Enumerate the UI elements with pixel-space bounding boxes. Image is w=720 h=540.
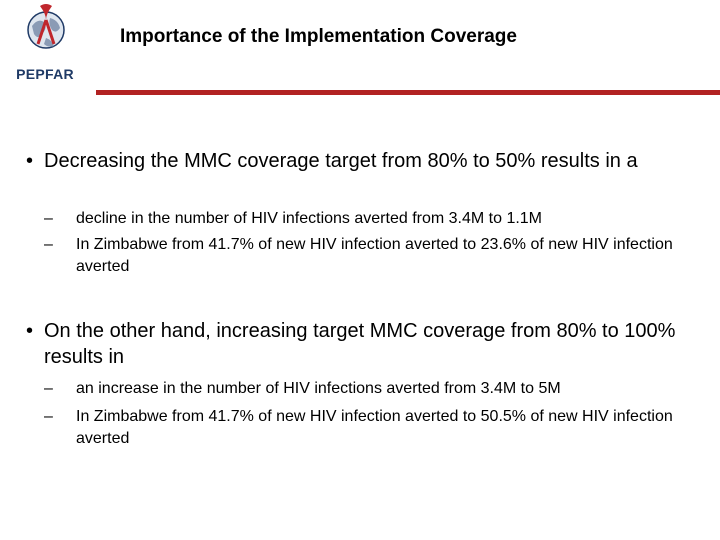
sub-bullet-symbol: –: [44, 408, 53, 425]
bullet-text: On the other hand, increasing target MMC…: [44, 320, 676, 368]
globe-ribbon-icon: [27, 4, 65, 49]
slide-header: PEPFAR Importance of the Implementation …: [0, 0, 720, 100]
bullet-symbol: •: [26, 320, 34, 342]
sub-bullet-text: decline in the number of HIV infections …: [76, 210, 543, 227]
bullet-text: Decreasing the MMC coverage target from …: [44, 150, 638, 172]
sub-bullet-text: an increase in the number of HIV infecti…: [76, 380, 561, 397]
bullet-symbol: •: [26, 150, 34, 172]
sub-bullet-symbol: –: [44, 380, 53, 397]
pepfar-logo: PEPFAR: [14, 4, 94, 90]
page-title: Importance of the Implementation Coverag…: [120, 26, 517, 47]
sub-bullet-symbol: –: [44, 210, 53, 227]
sub-bullet-symbol: –: [44, 236, 53, 253]
sub-bullet-text: In Zimbabwe from 41.7% of new HIV infect…: [76, 236, 673, 275]
header-rule: [96, 90, 720, 95]
logo-text: PEPFAR: [16, 66, 74, 82]
sub-bullet-text: In Zimbabwe from 41.7% of new HIV infect…: [76, 408, 673, 447]
